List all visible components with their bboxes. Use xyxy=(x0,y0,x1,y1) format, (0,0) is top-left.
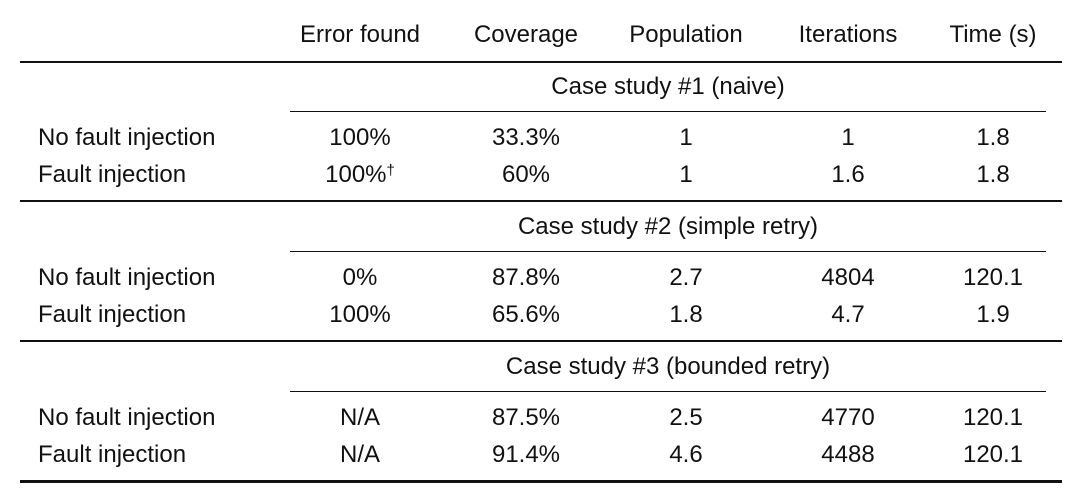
cell-value: 120.1 xyxy=(962,441,1024,468)
row-label: Fault injection xyxy=(38,301,187,328)
cell: 87.5% xyxy=(492,404,560,432)
cell-value: 120.1 xyxy=(962,404,1024,431)
cell-value: 33.3% xyxy=(491,124,561,151)
cell: 1.6 xyxy=(831,161,864,189)
cell: 100%† xyxy=(325,161,395,189)
cell-value: N/A xyxy=(339,404,381,431)
cell-value: 1.6 xyxy=(831,161,865,188)
cell-value: 100% xyxy=(329,124,391,151)
row-label: Fault injection xyxy=(38,441,187,468)
column-header: Coverage xyxy=(473,21,579,48)
section-rule xyxy=(290,111,1046,113)
separator-rule xyxy=(20,340,1062,342)
cell: 4.7 xyxy=(831,301,864,329)
cell-value: 1.8 xyxy=(976,161,1010,188)
cell-value: 4.6 xyxy=(669,441,703,468)
section-title: Case study #3 (bounded retry) xyxy=(505,353,831,380)
cell-value: 1.9 xyxy=(976,301,1010,328)
cell: 2.7 xyxy=(669,264,702,292)
cell-value: 0% xyxy=(342,264,378,291)
cell: 2.5 xyxy=(669,404,702,432)
cell: 4770 xyxy=(821,404,874,432)
cell: 1 xyxy=(841,124,854,152)
cell-note: † xyxy=(386,162,395,179)
cell-value: 1.8 xyxy=(976,124,1010,151)
cell-value: 1 xyxy=(679,161,693,188)
cell: N/A xyxy=(340,404,380,432)
cell-value: 120.1 xyxy=(962,264,1024,291)
cell: 4804 xyxy=(821,264,874,292)
cell-value: 87.8% xyxy=(491,264,561,291)
cell: N/A xyxy=(340,441,380,469)
cell-value: 4.7 xyxy=(831,301,865,328)
cell-value: 87.5% xyxy=(491,404,561,431)
cell-value: 4804 xyxy=(821,264,875,291)
cell: 4.6 xyxy=(669,441,702,469)
cell: 1.9 xyxy=(976,301,1009,329)
section-title: Case study #1 (naive) xyxy=(551,73,785,100)
column-header: Time (s) xyxy=(949,21,1037,48)
cell: 100% xyxy=(329,301,390,329)
cell-value: 100% xyxy=(329,301,391,328)
row-label: Fault injection xyxy=(38,161,187,188)
cell-value: N/A xyxy=(339,441,381,468)
cell-value: 2.7 xyxy=(669,264,703,291)
cell: 91.4% xyxy=(492,441,560,469)
cell: 65.6% xyxy=(492,301,560,329)
cell-value: 1.8 xyxy=(669,301,703,328)
row-label: No fault injection xyxy=(38,404,216,431)
cell: 33.3% xyxy=(492,124,560,152)
row-label: No fault injection xyxy=(38,264,216,291)
section-rule xyxy=(290,251,1046,253)
section-title: Case study #2 (simple retry) xyxy=(517,213,819,240)
cell-value: 100% xyxy=(325,161,387,188)
cell: 120.1 xyxy=(963,264,1023,292)
column-header: Error found xyxy=(299,21,421,48)
cell-value: 2.5 xyxy=(669,404,703,431)
cell: 120.1 xyxy=(963,441,1023,469)
cell: 1.8 xyxy=(669,301,702,329)
cell: 4488 xyxy=(821,441,874,469)
cell: 1.8 xyxy=(976,161,1009,189)
section-rule xyxy=(290,391,1046,393)
top-rule xyxy=(20,61,1062,63)
cell-value: 4770 xyxy=(821,404,875,431)
cell-value: 1 xyxy=(679,124,693,151)
cell: 1.8 xyxy=(976,124,1009,152)
column-header: Iterations xyxy=(798,21,898,48)
cell: 87.8% xyxy=(492,264,560,292)
separator-rule xyxy=(20,200,1062,202)
cell: 1 xyxy=(679,161,692,189)
row-label: No fault injection xyxy=(38,124,216,151)
cell-value: 91.4% xyxy=(491,441,561,468)
cell: 120.1 xyxy=(963,404,1023,432)
cell: 100% xyxy=(329,124,390,152)
cell: 60% xyxy=(502,161,550,189)
bottom-rule xyxy=(20,480,1062,483)
cell-value: 60% xyxy=(501,161,551,188)
cell-value: 65.6% xyxy=(491,301,561,328)
column-header: Population xyxy=(629,21,743,48)
cell-value: 1 xyxy=(841,124,855,151)
cell: 1 xyxy=(679,124,692,152)
cell: 0% xyxy=(343,264,378,292)
cell-value: 4488 xyxy=(821,441,875,468)
